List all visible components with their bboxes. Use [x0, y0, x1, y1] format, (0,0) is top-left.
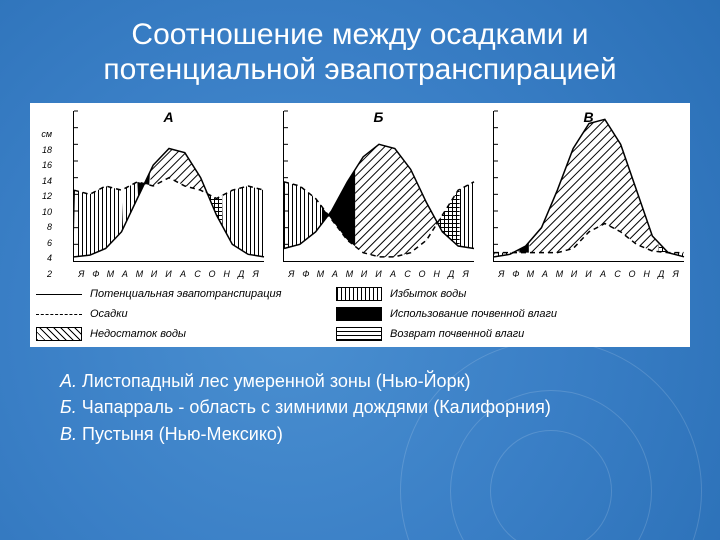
swatch-surplus [336, 287, 382, 301]
caption-A-key: А. [60, 371, 77, 391]
chart-B [283, 111, 474, 262]
legend: Потенциальная эвапотранспирация Избыток … [36, 287, 684, 341]
caption-C-text: Пустыня (Нью-Мексико) [82, 424, 283, 444]
panel-C: В ЯФМАМИИАСОНДЯ [493, 111, 684, 279]
legend-soil-use-label: Использование почвенной влаги [390, 308, 557, 320]
swatch-soil-return [336, 327, 382, 341]
legend-deficit-label: Недостаток воды [90, 328, 186, 340]
swatch-pet-line [36, 287, 82, 301]
caption-A-text: Листопадный лес умеренной зоны (Нью-Йорк… [82, 371, 470, 391]
legend-surplus: Избыток воды [336, 287, 684, 301]
chart-C [493, 111, 684, 262]
slide-title: Соотношение между осадками и потенциальн… [30, 18, 690, 87]
y-unit: см [36, 129, 52, 139]
title-line-2: потенциальной эвапотранспирацией [103, 53, 616, 86]
legend-precip: Осадки [36, 307, 316, 321]
months-C: ЯФМАМИИАСОНДЯ [493, 269, 684, 279]
legend-soil-return: Возврат почвенной влаги [336, 327, 684, 341]
months-A: ЯФМАМИИАСОНДЯ [73, 269, 264, 279]
title-line-1: Соотношение между осадками и [131, 18, 588, 51]
caption-C-key: В. [60, 424, 77, 444]
figure: см 18 16 14 12 10 8 6 4 2 А ЯФМАМИИАСОНД… [30, 103, 690, 347]
legend-surplus-label: Избыток воды [390, 288, 466, 300]
swatch-precip-line [36, 307, 82, 321]
y-axis: см 18 16 14 12 10 8 6 4 2 [36, 129, 54, 279]
panels-row: см 18 16 14 12 10 8 6 4 2 А ЯФМАМИИАСОНД… [36, 111, 684, 279]
panel-B: Б ЯФМАМИИАСОНДЯ [283, 111, 474, 279]
legend-pet: Потенциальная эвапотранспирация [36, 287, 316, 301]
legend-precip-label: Осадки [90, 308, 128, 320]
caption-C: В. Пустыня (Нью-Мексико) [60, 422, 690, 446]
chart-A [73, 111, 264, 262]
legend-soil-return-label: Возврат почвенной влаги [390, 328, 524, 340]
caption-B-text: Чапарраль - область с зимними дождями (К… [82, 397, 551, 417]
caption-B-key: Б. [60, 397, 77, 417]
caption-A: А. Листопадный лес умеренной зоны (Нью-Й… [60, 369, 690, 393]
legend-soil-use: Использование почвенной влаги [336, 307, 684, 321]
slide: Соотношение между осадками и потенциальн… [0, 0, 720, 540]
panel-A: А ЯФМАМИИАСОНДЯ [73, 111, 264, 279]
legend-pet-label: Потенциальная эвапотранспирация [90, 288, 282, 300]
months-B: ЯФМАМИИАСОНДЯ [283, 269, 474, 279]
swatch-deficit [36, 327, 82, 341]
caption: А. Листопадный лес умеренной зоны (Нью-Й… [30, 369, 690, 446]
swatch-soil-use [336, 307, 382, 321]
caption-B: Б. Чапарраль - область с зимними дождями… [60, 395, 690, 419]
legend-deficit: Недостаток воды [36, 327, 316, 341]
